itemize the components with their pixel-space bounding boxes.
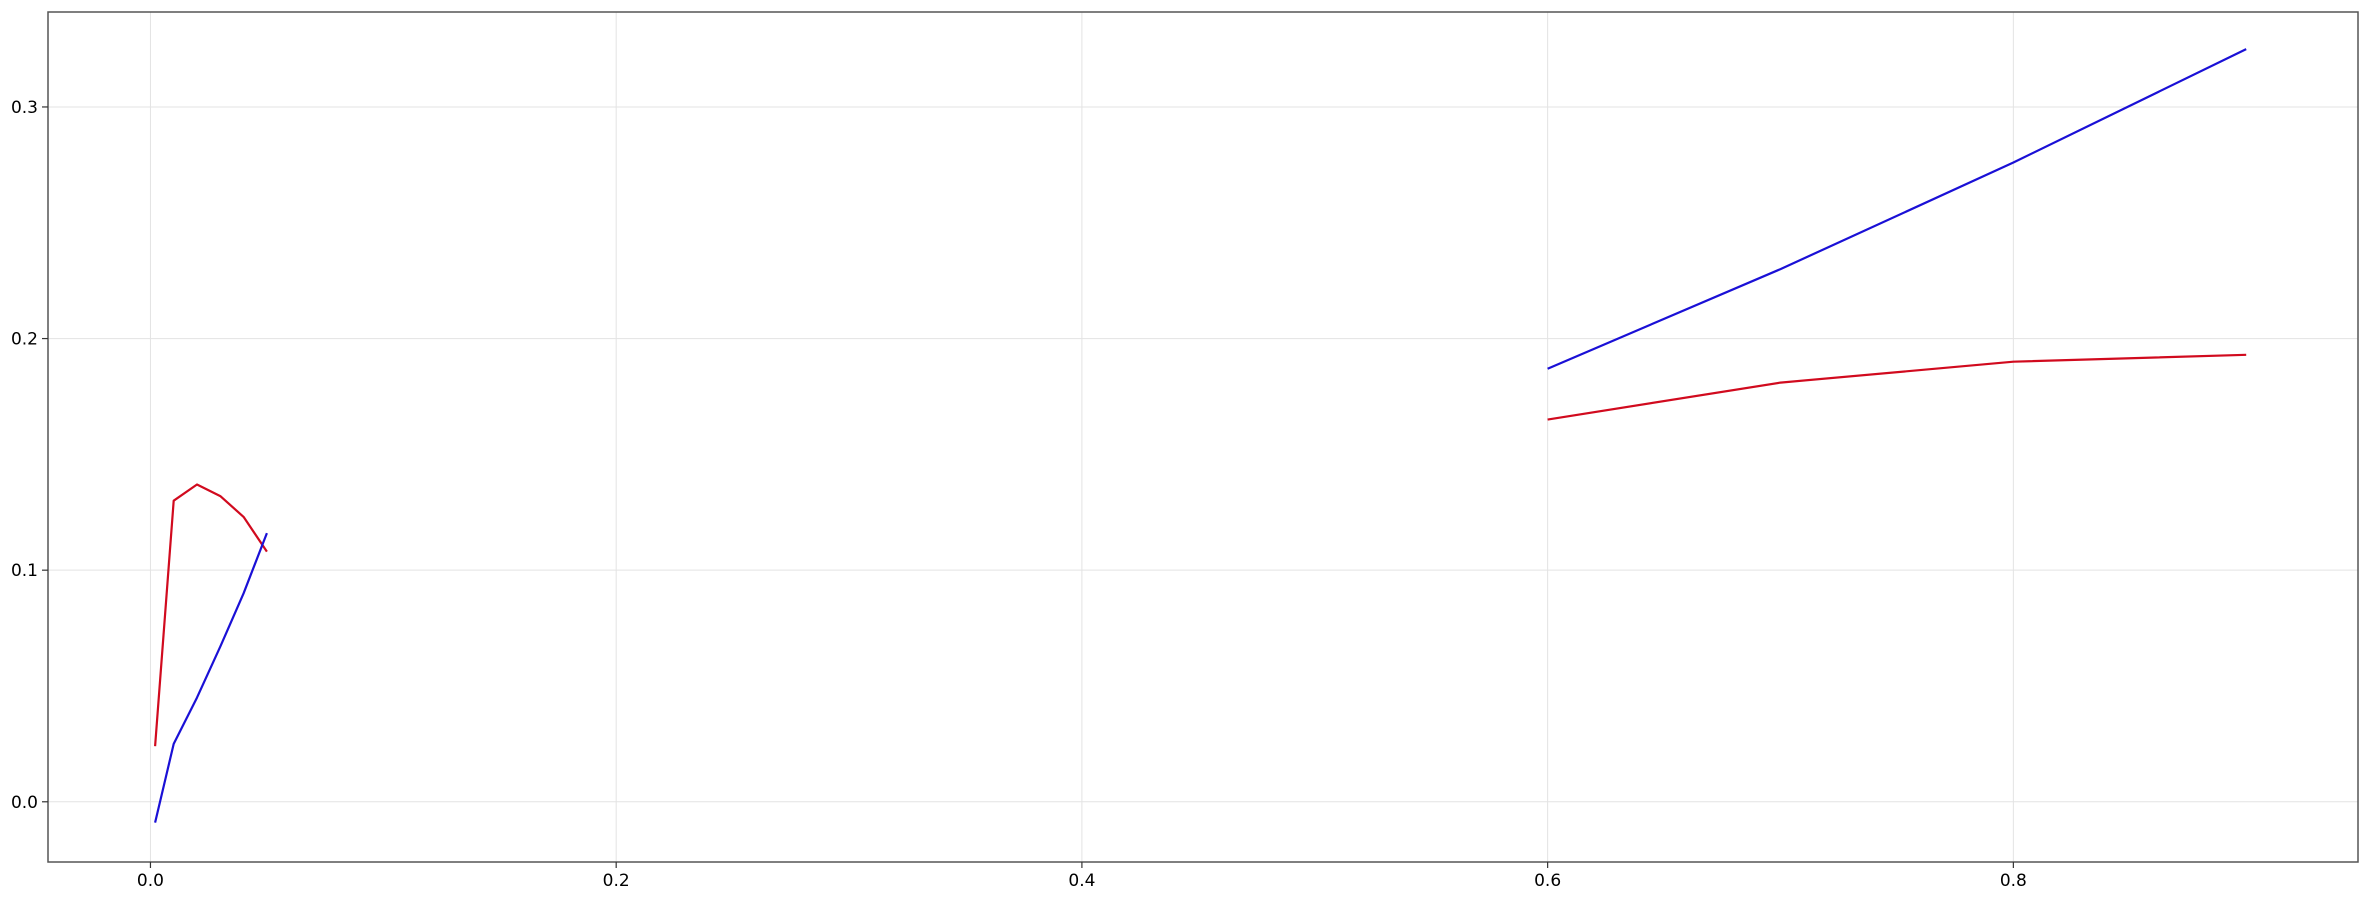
series-1-line — [154, 483, 268, 747]
x-axis: 0.0 0.2 0.4 0.6 0.8 — [137, 862, 2027, 891]
grid — [48, 12, 2358, 862]
x-tick-label: 0.8 — [2000, 871, 2027, 891]
x-tick-label: 0.4 — [1068, 871, 1095, 891]
y-tick-label: 0.1 — [11, 561, 38, 581]
x-tick-label: 0.6 — [1534, 871, 1561, 891]
series-2-line — [154, 532, 268, 823]
series-1-line — [1547, 353, 2247, 421]
y-axis: 0.0 0.1 0.2 0.3 — [11, 98, 48, 813]
series-2-line — [1547, 48, 2247, 370]
series-lines — [154, 48, 2247, 823]
y-tick-label: 0.3 — [11, 98, 38, 118]
y-tick-label: 0.2 — [11, 330, 38, 350]
plot-frame — [47, 11, 2359, 863]
y-tick-label: 0.0 — [11, 793, 38, 813]
x-tick-label: 0.2 — [603, 871, 630, 891]
x-tick-label: 0.0 — [137, 871, 164, 891]
